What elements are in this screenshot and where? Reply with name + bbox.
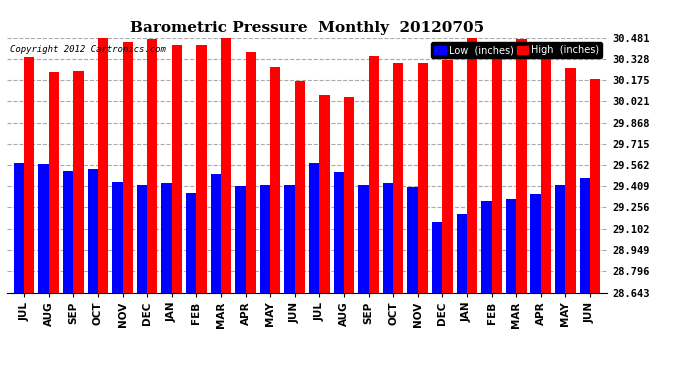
Bar [24, 57, 34, 292]
Bar [555, 185, 565, 292]
Bar [541, 49, 551, 292]
Bar [210, 174, 221, 292]
Bar [580, 178, 590, 292]
Bar [368, 56, 379, 292]
Bar [39, 164, 49, 292]
Bar [295, 81, 305, 292]
Bar [73, 71, 83, 292]
Bar [358, 185, 368, 292]
Bar [14, 162, 24, 292]
Bar [221, 35, 231, 292]
Bar [491, 45, 502, 292]
Bar [457, 214, 467, 292]
Bar [334, 172, 344, 292]
Bar [235, 186, 246, 292]
Bar [516, 39, 526, 292]
Bar [98, 38, 108, 292]
Bar [432, 222, 442, 292]
Bar [407, 188, 417, 292]
Bar [442, 60, 453, 292]
Bar [417, 63, 428, 292]
Bar [344, 97, 354, 292]
Bar [506, 199, 516, 292]
Bar [590, 79, 600, 292]
Bar [197, 45, 207, 292]
Bar [309, 162, 319, 292]
Bar [481, 201, 491, 292]
Bar [112, 182, 123, 292]
Bar [284, 185, 295, 292]
Bar [63, 171, 73, 292]
Bar [383, 183, 393, 292]
Bar [88, 170, 98, 292]
Bar [565, 68, 575, 292]
Legend: Low  (inches), High  (inches): Low (inches), High (inches) [431, 42, 602, 58]
Bar [172, 45, 182, 292]
Bar [319, 94, 330, 292]
Text: Copyright 2012 Cartronics.com: Copyright 2012 Cartronics.com [10, 45, 166, 54]
Bar [137, 185, 147, 292]
Bar [467, 38, 477, 292]
Bar [123, 42, 133, 292]
Bar [260, 185, 270, 292]
Bar [49, 72, 59, 292]
Bar [147, 39, 157, 292]
Bar [161, 183, 172, 292]
Bar [246, 51, 256, 292]
Bar [270, 67, 280, 292]
Bar [531, 194, 541, 292]
Bar [393, 63, 404, 292]
Title: Barometric Pressure  Monthly  20120705: Barometric Pressure Monthly 20120705 [130, 21, 484, 35]
Bar [186, 193, 197, 292]
